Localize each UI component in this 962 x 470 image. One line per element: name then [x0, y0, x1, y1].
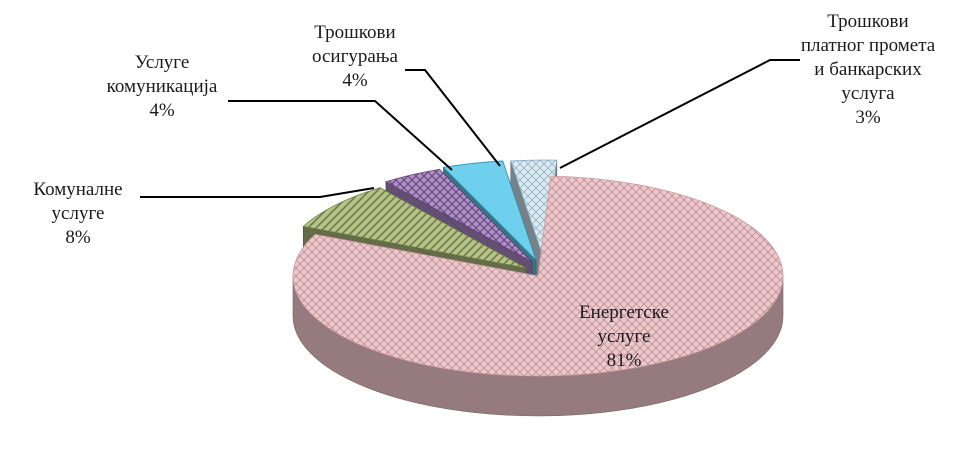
leader-line-3 [228, 100, 453, 171]
slice-name-line: Енергетске [579, 302, 669, 323]
slice-label-2: Комуналне услуге 8% [33, 179, 122, 248]
slice-value-label: 4% [149, 100, 175, 121]
slice-value-label: 4% [342, 70, 368, 91]
slice-value-label: 3% [855, 107, 881, 128]
leader-line-5 [559, 59, 800, 169]
slice-name-line: осигурања [312, 46, 399, 67]
slice-label-1: Енергетске услуге 81% [579, 302, 669, 371]
pie-slice-1 [292, 175, 784, 417]
slice-label-5: Трошкови платног промета и банкарских услуг… [801, 11, 936, 128]
slice-value-label: 81% [607, 350, 642, 371]
slice-name-line: Трошкови [314, 22, 395, 43]
slice-label-4: Трошкови осигурања 4% [312, 22, 399, 91]
slice-name-line: комуникација [107, 76, 218, 97]
slice-name-line: Комуналне [33, 179, 122, 200]
leader-line-2 [140, 187, 375, 198]
slice-value-label: 8% [65, 227, 91, 248]
slice-name-line: платног промета [801, 35, 936, 56]
slice-name-line: услуге [598, 326, 651, 347]
leader-line-4 [405, 69, 501, 167]
slice-name-line: и банкарских [814, 59, 922, 80]
slice-name-line: услуге [52, 203, 105, 224]
slice-name-line: Трошкови [827, 11, 908, 32]
slice-label-3: Услуге комуникација 4% [107, 52, 218, 121]
slice-name-line: Услуге [135, 52, 190, 73]
slice-name-line: услуга [841, 83, 895, 104]
